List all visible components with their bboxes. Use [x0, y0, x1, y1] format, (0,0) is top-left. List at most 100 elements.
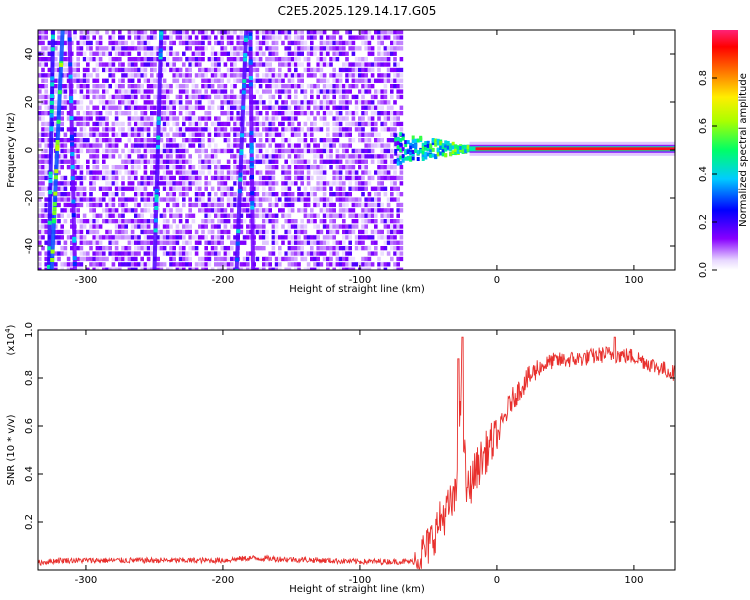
- heatmap-cell: [274, 143, 279, 148]
- heatmap-cell: [47, 121, 52, 127]
- heatmap-cell: [111, 94, 116, 100]
- heatmap-cell: [38, 30, 42, 35]
- heatmap-cell: [134, 57, 138, 62]
- heatmap-cell: [361, 100, 365, 105]
- heatmap-cell: [95, 105, 100, 110]
- heatmap-cell: [118, 251, 122, 256]
- heatmap-cell: [278, 256, 282, 262]
- heatmap-cell: [89, 100, 93, 105]
- heatmap-cell: [223, 121, 228, 127]
- heatmap-cell: [390, 240, 394, 245]
- heatmap-cell: [281, 213, 285, 218]
- heatmap-cell: [300, 62, 304, 67]
- heatmap-cell: [41, 46, 45, 51]
- heatmap-transition-cell: [396, 141, 400, 146]
- heatmap-cell: [239, 208, 244, 213]
- heatmap-cell: [361, 111, 365, 116]
- heatmap-cell: [322, 181, 327, 186]
- heatmap-cell: [332, 213, 336, 218]
- heatmap-streak-cell: [71, 213, 76, 218]
- heatmap-cell: [358, 67, 362, 73]
- heatmap-cell: [351, 121, 356, 127]
- heatmap-cell: [89, 202, 93, 208]
- heatmap-cell: [281, 127, 285, 132]
- heatmap-cell: [255, 30, 260, 35]
- heatmap-cell: [313, 256, 317, 262]
- heatmap-cell: [306, 46, 311, 51]
- heatmap-cell: [338, 116, 343, 121]
- heatmap-cell: [300, 256, 304, 262]
- heatmap-cell: [124, 262, 128, 267]
- heatmap-cell: [278, 73, 282, 78]
- heatmap-cell: [172, 111, 176, 116]
- heatmap-cell: [300, 181, 304, 186]
- heatmap-cell: [217, 181, 221, 186]
- heatmap-cell: [390, 208, 394, 213]
- heatmap-cell: [194, 240, 199, 245]
- heatmap-cell: [198, 100, 202, 105]
- heatmap-cell: [175, 208, 180, 213]
- heatmap-cell: [326, 51, 330, 56]
- heatmap-cell: [50, 192, 55, 197]
- heatmap-streak-cell: [52, 206, 57, 211]
- heatmap-cell: [66, 262, 71, 267]
- heatmap-cell: [345, 148, 349, 154]
- heatmap-cell: [370, 73, 375, 78]
- heatmap-cells: [38, 30, 675, 270]
- heatmap-streak-cell: [154, 188, 159, 193]
- heatmap-cell: [210, 240, 215, 245]
- heatmap-cell: [98, 116, 103, 121]
- heatmap-cell: [92, 170, 96, 175]
- heatmap-cell: [300, 46, 304, 51]
- heatmap-cell: [268, 197, 272, 202]
- heatmap-cell: [130, 78, 135, 83]
- heatmap-cell: [166, 154, 170, 159]
- heatmap-cell: [351, 94, 356, 100]
- heatmap-cell: [342, 132, 346, 137]
- heatmap-cell: [162, 116, 167, 121]
- heatmap-cell: [377, 67, 381, 73]
- heatmap-cell: [386, 78, 391, 83]
- heatmap-transition-cell: [454, 147, 458, 152]
- heatmap-cell: [124, 208, 128, 213]
- heatmap-transition-cell: [411, 150, 415, 154]
- heatmap-cell: [294, 30, 298, 35]
- heatmap-cell: [239, 267, 244, 270]
- heatmap-cell: [204, 262, 208, 267]
- heatmap-cell: [335, 251, 340, 256]
- heatmap-cell: [268, 138, 272, 143]
- heatmap-cell: [383, 240, 388, 245]
- heatmap-cell: [287, 229, 292, 235]
- heatmap-cell: [361, 208, 365, 213]
- heatmap-cell: [127, 111, 132, 116]
- heatmap-cell: [361, 148, 365, 154]
- heatmap-cell: [313, 30, 317, 35]
- heatmap-cell: [310, 208, 314, 213]
- heatmap-cell: [284, 62, 288, 67]
- heatmap-cell: [358, 213, 362, 218]
- heatmap-cell: [274, 73, 279, 78]
- heatmap-cell: [271, 127, 276, 132]
- heatmap-cell: [54, 100, 58, 105]
- heatmap-cell: [313, 138, 317, 143]
- heatmap-cell: [150, 159, 154, 164]
- heatmap-cell: [374, 219, 378, 224]
- heatmap-cell: [220, 202, 224, 208]
- heatmap-cell: [236, 40, 240, 46]
- heatmap-transition-cell: [436, 141, 440, 146]
- heatmap-cell: [92, 181, 96, 186]
- heatmap-cell: [294, 143, 298, 148]
- heatmap-cell: [329, 154, 333, 159]
- heatmap-cell: [338, 256, 343, 262]
- heatmap-cell: [370, 94, 375, 100]
- heatmap-cell: [300, 89, 304, 94]
- heatmap-cell: [44, 111, 48, 116]
- heatmap-cell: [102, 62, 106, 67]
- heatmap-transition-cell: [449, 152, 453, 157]
- heatmap-cell: [146, 127, 151, 132]
- heatmap-cell: [396, 192, 400, 197]
- heatmap-cell: [111, 73, 116, 78]
- heatmap-cell: [146, 246, 151, 251]
- heatmap-cell: [342, 84, 346, 89]
